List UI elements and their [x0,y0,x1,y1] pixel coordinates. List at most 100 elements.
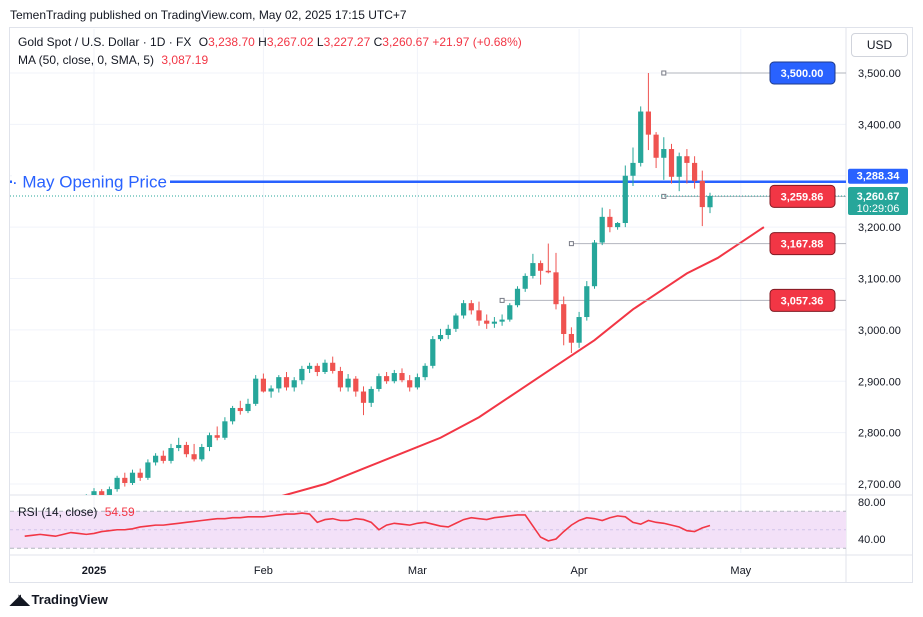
tradingview-logo-text: TradingView [31,592,108,607]
candle-down [260,378,266,392]
last-price-tag-timer: 10:29:06 [857,203,900,215]
candle-down [122,477,128,483]
price-label-3,057.36: 3,057.36 [769,288,836,312]
candle-up [591,242,598,287]
ma-legend-label: MA (50, close, 0, SMA, 5) [18,53,155,67]
candle-up [391,373,397,382]
candle-up [414,377,420,388]
candle-up [222,421,228,438]
price-label-3,167.88: 3,167.88 [769,232,836,256]
price-label-box [769,61,836,85]
candle-up [461,303,467,316]
candle-down [183,444,189,455]
rsi-legend-label: RSI (14, close) [18,505,98,519]
price-label-box [769,288,836,312]
y-tick-label: 3,400.00 [858,119,901,131]
x-tick-label: 2025 [82,565,106,577]
candle-up [291,380,297,388]
candle-up [307,365,313,369]
candle-down [337,370,343,388]
candle-up [84,497,89,505]
candle-up [576,317,582,343]
legend-close: 3,260.67 [382,35,430,49]
y-tick-label: 3,200.00 [858,222,901,234]
price-label-3,500.00: 3,500.00 [769,61,836,85]
candle-down [699,180,705,208]
rsi-axis-label: 80.00 [858,497,886,509]
candle-up [299,368,305,381]
candle-down [330,362,336,371]
y-tick-label: 3,100.00 [858,274,901,286]
candle-up [245,403,251,412]
candle-down [237,407,243,412]
price-label-text: 3,167.88 [781,239,824,251]
rsi-pane [10,510,846,549]
may-opening-price-label: · May Opening Price [12,173,167,192]
candle-down [214,435,220,438]
candle-up [368,388,374,403]
candle-up [445,328,451,336]
candle-up [145,462,151,478]
may-open-price-tag [848,168,908,184]
candle-up [707,195,713,208]
candle-up [530,263,536,276]
candle-up [168,448,174,461]
last-price-tag-value: 3,260.67 [857,191,900,203]
price-label-box [769,232,836,256]
rsi-legend[interactable]: RSI (14, close) 54.59 [18,505,135,519]
publish-header: TemenTrading published on TradingView.co… [10,8,407,22]
annotation-bg [12,170,170,191]
candle-down [538,263,544,271]
candle-up [584,286,590,318]
candle-down [684,156,690,163]
rsi-legend-value: 54.59 [104,505,135,519]
candle-up [499,319,505,322]
candle-up [114,477,120,490]
candle-down [137,472,143,478]
legend-open: 3,238.70 [208,35,255,49]
candle-up [199,447,205,460]
candle-down [668,149,675,177]
level-3057-anchor [499,297,505,303]
candle-down [191,454,197,460]
last-price-tag [848,186,908,215]
candle-down [314,365,320,373]
candle-up [514,288,521,306]
candle-up [615,223,621,228]
rsi-axis-label: 40.00 [858,534,886,546]
legend-close-label: C [373,35,383,49]
candle-down [545,270,551,273]
x-tick-label: May [730,565,751,577]
candle-up [176,444,182,449]
candle-up [430,339,436,366]
candle-up [522,275,528,289]
candle-down [645,111,651,135]
ma-legend[interactable]: MA (50, close, 0, SMA, 5) 3,087.19 [18,53,208,67]
candle-down [353,378,359,392]
candle-down [607,216,613,228]
price-label-text: 3,057.36 [781,295,824,307]
price-label-box [769,184,836,208]
legend-low-label: L [316,35,324,49]
price-label-text: 3,500.00 [781,68,824,80]
y-tick-label: 3,500.00 [858,68,901,80]
legend-high: 3,267.02 [266,35,314,49]
candle-up [376,376,382,389]
legend-symbol[interactable]: Gold Spot / U.S. Dollar · 1D · FX [18,35,192,49]
candle-down [407,380,413,388]
ma-legend-value: 3,087.19 [161,53,209,67]
legend-high-label: H [258,35,267,49]
currency-button[interactable]: USD [851,33,908,57]
chart-frame [9,27,913,583]
x-tick-label: Mar [408,565,427,577]
symbol-legend: Gold Spot / U.S. Dollar · 1D · FX O3,238… [18,35,522,49]
candle-down [99,491,105,495]
tradingview-logo[interactable]: ◢◣ TradingView [10,591,108,608]
candle-up [91,491,97,495]
may-open-price-tag-value: 3,288.34 [857,171,901,183]
candle-up [230,407,236,422]
level-3259-anchor [661,193,667,199]
level-3167-anchor [568,241,574,247]
candle-up [268,388,274,392]
